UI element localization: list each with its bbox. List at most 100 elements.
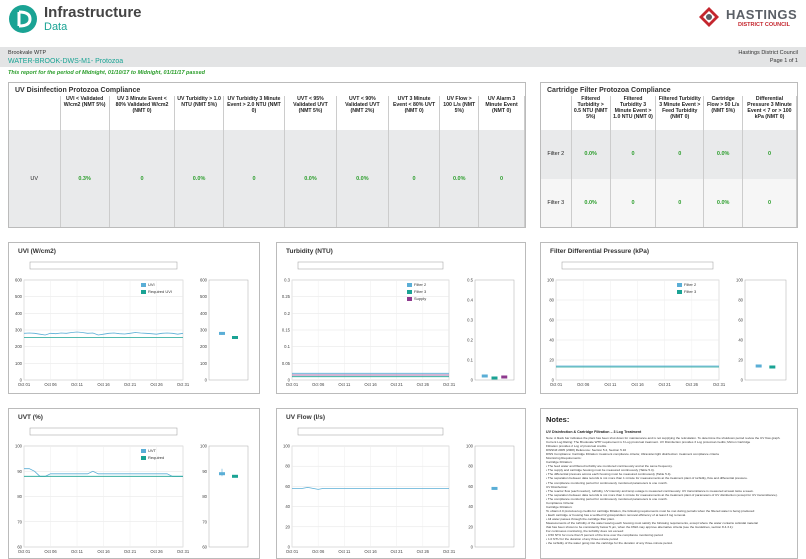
table-row: Filter 3 0.0% 0 0 0.0% 0 [541, 178, 798, 227]
report-period: This report for the period of Midnight, … [8, 70, 206, 76]
column-header: UVT < 95% Validated UVT (NMT 5%) [284, 96, 337, 130]
box-body [219, 331, 225, 335]
box-y-tick-label: 90 [202, 469, 207, 474]
box-body [232, 474, 238, 478]
box-y-tick-label: 0 [471, 378, 474, 383]
table-cell: 0 [742, 130, 798, 179]
column-header: UVI < Validated W/cm2 (NMT 5%) [60, 96, 110, 130]
table-cell: 0 [478, 130, 525, 227]
legend-swatch [141, 449, 146, 453]
cartridge-compliance-panel: Cartridge Filter Protozoa Compliance Fil… [540, 82, 798, 228]
x-tick-label: Oct 06 [312, 382, 325, 387]
x-tick-label: Oct 01 [286, 382, 299, 387]
y-tick-label: 0.15 [282, 328, 291, 333]
note-line: • The separation between data records is… [546, 476, 748, 481]
x-tick-label: Oct 26 [150, 549, 163, 554]
boxplot-area [744, 279, 787, 381]
legend-label: Filter 3 [414, 289, 427, 294]
column-header: Filtered Turbidity > 0.5 NTU (NMT 5%) [571, 96, 611, 130]
x-tick-label: Oct 01 [286, 549, 299, 554]
legend-label: UVI [148, 282, 155, 287]
x-tick-label: Oct 26 [417, 382, 430, 387]
table-cell: 0.0% [703, 178, 743, 227]
box-y-tick-label: 80 [468, 464, 473, 469]
table-cell: 0.0% [571, 130, 611, 179]
cartridge-compliance-title: Cartridge Filter Protozoa Compliance [547, 87, 671, 94]
x-tick-label: Oct 01 [550, 382, 563, 387]
y-tick-label: 90 [17, 469, 22, 474]
note-line: • 0.50 NTU for more than 5 percent of th… [546, 533, 663, 538]
table-header-row: UVI < Validated W/cm2 (NMT 5%) UV 3 Minu… [9, 96, 525, 130]
box-body [232, 336, 238, 339]
box-y-tick-label: 100 [200, 361, 208, 366]
note-line: DWS Compliance: Cartridge Filtration: tr… [546, 452, 719, 457]
report-meta-bar [0, 47, 806, 67]
y-tick-label: 0.1 [284, 344, 290, 349]
uv-compliance-table: UVI < Validated W/cm2 (NMT 5%) UV 3 Minu… [9, 96, 525, 227]
note-line: Current Log Rating: The Brookvale WTP re… [546, 440, 751, 445]
y-tick-label: 60 [549, 318, 554, 323]
series-line [23, 331, 184, 336]
legend-label: UVT [148, 448, 157, 453]
boxplot-area [474, 445, 515, 548]
box-y-tick-label: 100 [736, 278, 744, 283]
x-tick-label: Oct 26 [686, 382, 699, 387]
table-cell: 0.0% [571, 178, 611, 227]
table-cell: 0 [388, 130, 441, 227]
column-header: Filtered Turbidity 3 Minute Event > 1.0 … [610, 96, 657, 130]
column-header: Filtered Turbidity 3 Minute Event > Feed… [655, 96, 705, 130]
box-y-tick-label: 80 [738, 298, 743, 303]
y-tick-label: 60 [285, 484, 290, 489]
box-y-tick-label: 0 [741, 378, 744, 383]
box-body [755, 364, 762, 368]
legend-swatch [141, 290, 146, 294]
note-line: • the turbidity of the water going into … [546, 541, 673, 546]
legend-label: Required [148, 455, 164, 460]
box-body [219, 472, 225, 476]
uv-compliance-panel: UV Disinfection Protozoa Compliance UVI … [8, 82, 526, 228]
x-tick-label: Oct 21 [390, 549, 403, 554]
note-line: Note: A black bar indicates the plant ha… [546, 436, 781, 440]
plant-name: Brookvale WTP [8, 50, 47, 56]
compliance-bar [29, 261, 178, 270]
y-tick-label: 300 [15, 328, 23, 333]
box-y-tick-label: 40 [468, 504, 473, 509]
note-line: UV Disinfection: [546, 484, 569, 489]
report-header: Infrastructure Data HASTINGS DISTRICT CO… [0, 0, 806, 42]
notes-panel [540, 408, 798, 559]
series-line [24, 468, 183, 477]
x-tick-label: Oct 31 [713, 382, 726, 387]
box-body [481, 374, 488, 378]
box-y-tick-label: 60 [468, 484, 473, 489]
brand-subtitle: Data [44, 21, 68, 33]
y-tick-label: 100 [283, 444, 291, 449]
legend-label: Required UVI [148, 289, 172, 294]
note-line: • The feed water and filtered turbidity … [546, 464, 673, 469]
x-tick-label: Oct 21 [390, 382, 403, 387]
box-y-tick-label: 60 [202, 545, 207, 550]
y-tick-label: 40 [549, 338, 554, 343]
table-cell: 0 [742, 178, 798, 227]
table-cell: 0 [223, 130, 286, 227]
box-y-tick-label: 20 [468, 524, 473, 529]
y-tick-label: 400 [15, 311, 23, 316]
x-tick-label: Oct 11 [71, 549, 84, 554]
box-y-tick-label: 0 [471, 545, 474, 550]
legend-label: Supply [414, 296, 426, 301]
y-tick-label: 70 [17, 519, 22, 524]
y-tick-label: 500 [15, 294, 23, 299]
y-tick-label: 0 [288, 378, 291, 383]
box-y-tick-label: 20 [738, 358, 743, 363]
column-header: UV Flow > 100 L/s (NMT 5%) [439, 96, 480, 130]
y-tick-label: 100 [547, 278, 555, 283]
x-tick-label: Oct 16 [97, 382, 110, 387]
series-line [292, 486, 449, 490]
table-cell: 0 [655, 178, 705, 227]
cartridge-compliance-table: Filtered Turbidity > 0.5 NTU (NMT 5%) Fi… [541, 96, 798, 227]
council-crest-icon [699, 7, 719, 27]
x-tick-label: Oct 16 [631, 382, 644, 387]
report-name: WATER-BROOK-DWS-M1- Protozoa [8, 58, 124, 65]
x-tick-label: Oct 21 [658, 382, 671, 387]
y-tick-label: 0 [552, 378, 555, 383]
uvflow-chart: 0 20 40 60 80 100 Oct 01 Oct 06 Oct 11 Oct 16 Oct … [283, 427, 515, 554]
